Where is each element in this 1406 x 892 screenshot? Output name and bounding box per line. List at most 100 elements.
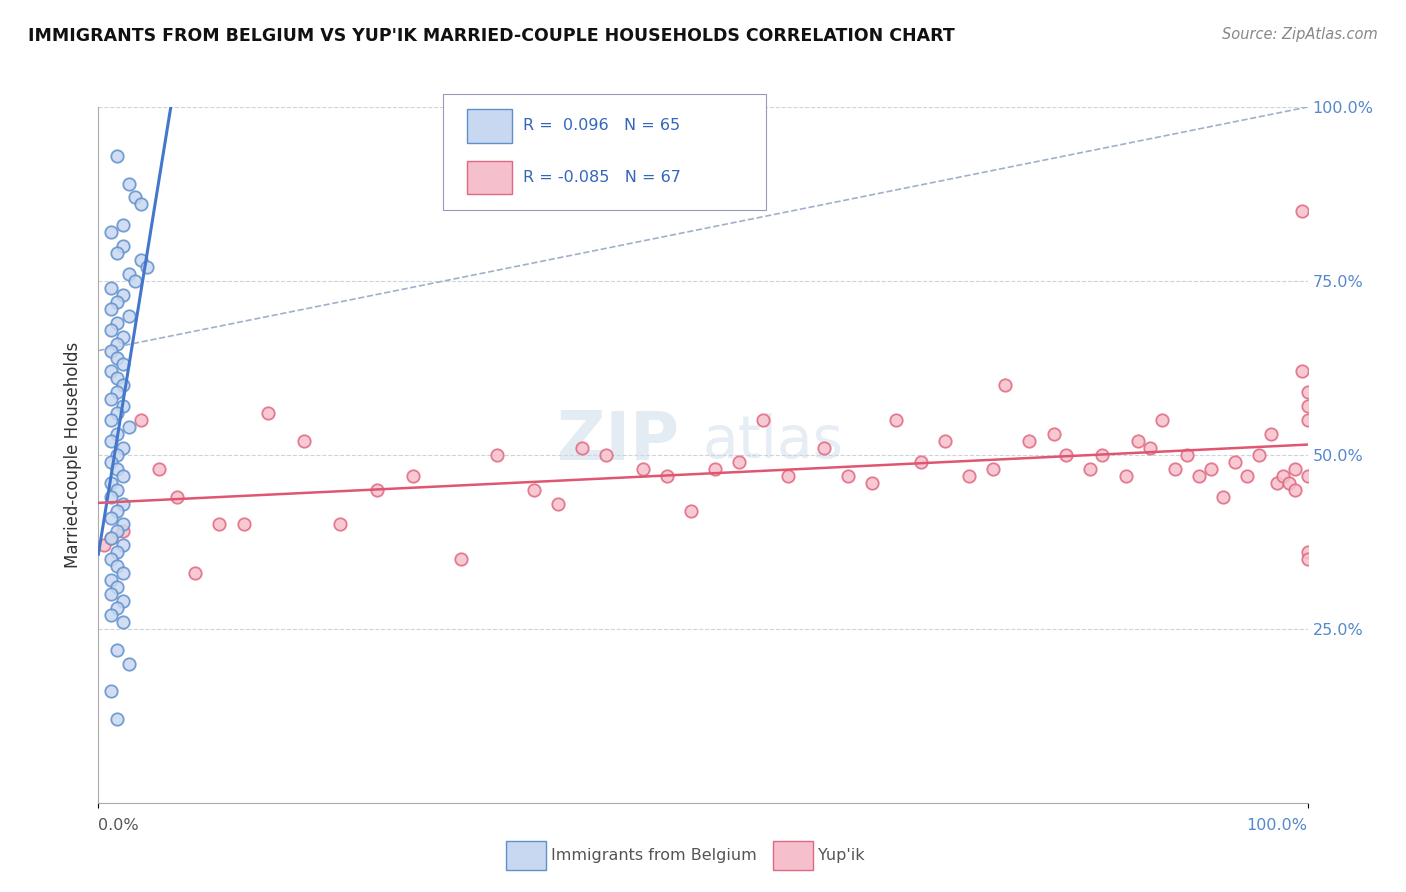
Point	[860, 475, 883, 490]
Point	[1296, 552, 1319, 566]
Point	[1236, 468, 1258, 483]
Point	[111, 594, 134, 608]
Point	[547, 497, 569, 511]
Point	[105, 448, 128, 462]
Point	[100, 490, 122, 504]
Point	[111, 497, 134, 511]
Point	[571, 441, 593, 455]
Point	[100, 684, 122, 698]
Point	[105, 246, 128, 260]
Point	[100, 281, 122, 295]
Point	[100, 510, 122, 524]
Text: atlas: atlas	[703, 412, 844, 469]
Point	[1284, 483, 1306, 497]
Point	[129, 413, 152, 427]
Point	[1284, 462, 1306, 476]
Point	[1272, 468, 1295, 483]
Point	[111, 358, 134, 372]
Point	[100, 392, 122, 407]
Point	[105, 427, 128, 442]
Text: 0.0%: 0.0%	[98, 818, 139, 832]
Point	[402, 468, 425, 483]
Point	[118, 420, 141, 434]
Point	[100, 455, 122, 469]
Point	[886, 413, 908, 427]
Point	[105, 545, 128, 559]
Text: IMMIGRANTS FROM BELGIUM VS YUP'IK MARRIED-COUPLE HOUSEHOLDS CORRELATION CHART: IMMIGRANTS FROM BELGIUM VS YUP'IK MARRIE…	[28, 27, 955, 45]
Point	[105, 559, 128, 574]
Point	[1296, 385, 1319, 400]
Point	[111, 468, 134, 483]
Point	[118, 177, 141, 191]
Point	[100, 225, 122, 239]
Point	[1091, 448, 1114, 462]
Point	[813, 441, 835, 455]
Point	[124, 190, 146, 204]
Point	[450, 552, 472, 566]
Point	[486, 448, 509, 462]
Text: Source: ZipAtlas.com: Source: ZipAtlas.com	[1222, 27, 1378, 42]
Point	[118, 267, 141, 281]
Point	[329, 517, 352, 532]
Point	[105, 316, 128, 330]
Point	[1128, 434, 1150, 448]
Point	[1296, 468, 1319, 483]
Point	[105, 601, 128, 615]
Point	[752, 413, 775, 427]
Point	[100, 475, 122, 490]
Point	[1291, 364, 1313, 378]
Point	[655, 468, 678, 483]
Point	[595, 448, 617, 462]
Point	[1278, 475, 1301, 490]
Point	[981, 462, 1004, 476]
Text: 100.0%: 100.0%	[1247, 818, 1308, 832]
Point	[100, 573, 122, 587]
Point	[1188, 468, 1211, 483]
Point	[105, 524, 128, 539]
Point	[111, 517, 134, 532]
Point	[957, 468, 980, 483]
Point	[208, 517, 231, 532]
Point	[105, 406, 128, 420]
Point	[728, 455, 751, 469]
Point	[1152, 413, 1174, 427]
Point	[1163, 462, 1185, 476]
Point	[1291, 204, 1313, 219]
Point	[129, 197, 152, 211]
Point	[100, 323, 122, 337]
Text: Immigrants from Belgium: Immigrants from Belgium	[551, 848, 756, 863]
Point	[166, 490, 188, 504]
Point	[1260, 427, 1282, 442]
Point	[1199, 462, 1222, 476]
Point	[105, 336, 128, 351]
Text: Yup'ik: Yup'ik	[818, 848, 865, 863]
Point	[1267, 475, 1289, 490]
Point	[111, 524, 134, 539]
Point	[111, 288, 134, 302]
Point	[1296, 399, 1319, 413]
Point	[105, 503, 128, 517]
Point	[1018, 434, 1040, 448]
Point	[100, 552, 122, 566]
Point	[994, 378, 1017, 392]
Point	[1249, 448, 1271, 462]
Point	[184, 566, 207, 581]
Point	[679, 503, 702, 517]
Point	[135, 260, 157, 274]
Point	[232, 517, 254, 532]
Point	[1175, 448, 1198, 462]
Point	[111, 566, 134, 581]
Point	[118, 309, 141, 323]
Point	[292, 434, 315, 448]
Point	[105, 712, 128, 726]
Point	[111, 378, 134, 392]
Point	[100, 343, 122, 358]
Point	[105, 371, 128, 385]
Point	[111, 219, 134, 233]
Point	[631, 462, 654, 476]
Point	[1078, 462, 1101, 476]
Point	[105, 462, 128, 476]
Point	[100, 607, 122, 622]
Text: ZIP: ZIP	[557, 408, 679, 474]
Point	[1212, 490, 1234, 504]
